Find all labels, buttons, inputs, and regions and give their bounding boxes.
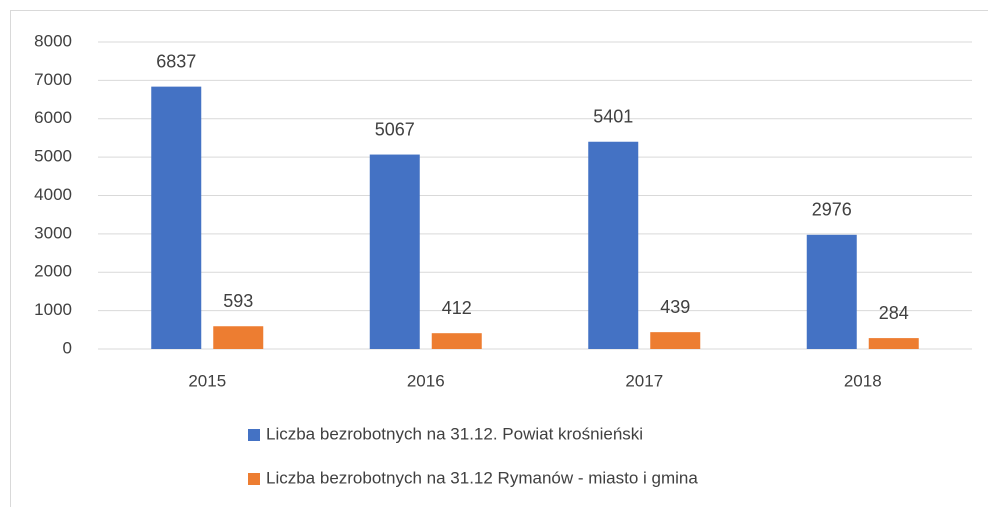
y-tick-label: 2000 — [34, 262, 72, 281]
bar — [806, 234, 857, 349]
legend-label: Liczba bezrobotnych na 31.12 Rymanów - m… — [266, 468, 698, 487]
data-label: 412 — [442, 298, 472, 318]
x-tick-label: 2015 — [188, 371, 226, 390]
legend-swatch — [248, 473, 260, 485]
y-tick-label: 5000 — [34, 147, 72, 166]
y-tick-label: 6000 — [34, 108, 72, 127]
bar — [213, 326, 264, 349]
y-tick-label: 1000 — [34, 300, 72, 319]
data-label: 5401 — [593, 106, 633, 126]
chart-border — [10, 10, 988, 507]
bar — [588, 141, 639, 349]
x-tick-label: 2016 — [407, 371, 445, 390]
y-tick-label: 8000 — [34, 31, 72, 50]
data-label: 6837 — [156, 51, 196, 71]
x-tick-label: 2018 — [844, 371, 882, 390]
y-tick-label: 7000 — [34, 70, 72, 89]
data-label: 2976 — [812, 200, 852, 220]
bar — [369, 154, 420, 349]
legend-label: Liczba bezrobotnych na 31.12. Powiat kro… — [266, 424, 643, 443]
legend-swatch — [248, 429, 260, 441]
data-label: 439 — [660, 297, 690, 317]
y-tick-label: 0 — [63, 338, 72, 357]
y-tick-label: 3000 — [34, 223, 72, 242]
bar — [650, 332, 701, 349]
data-label: 5067 — [375, 119, 415, 139]
bar — [431, 333, 482, 349]
bar — [868, 338, 919, 349]
data-label: 284 — [879, 303, 909, 323]
bar — [151, 86, 202, 349]
data-label: 593 — [223, 291, 253, 311]
x-tick-label: 2017 — [625, 371, 663, 390]
y-tick-label: 4000 — [34, 185, 72, 204]
